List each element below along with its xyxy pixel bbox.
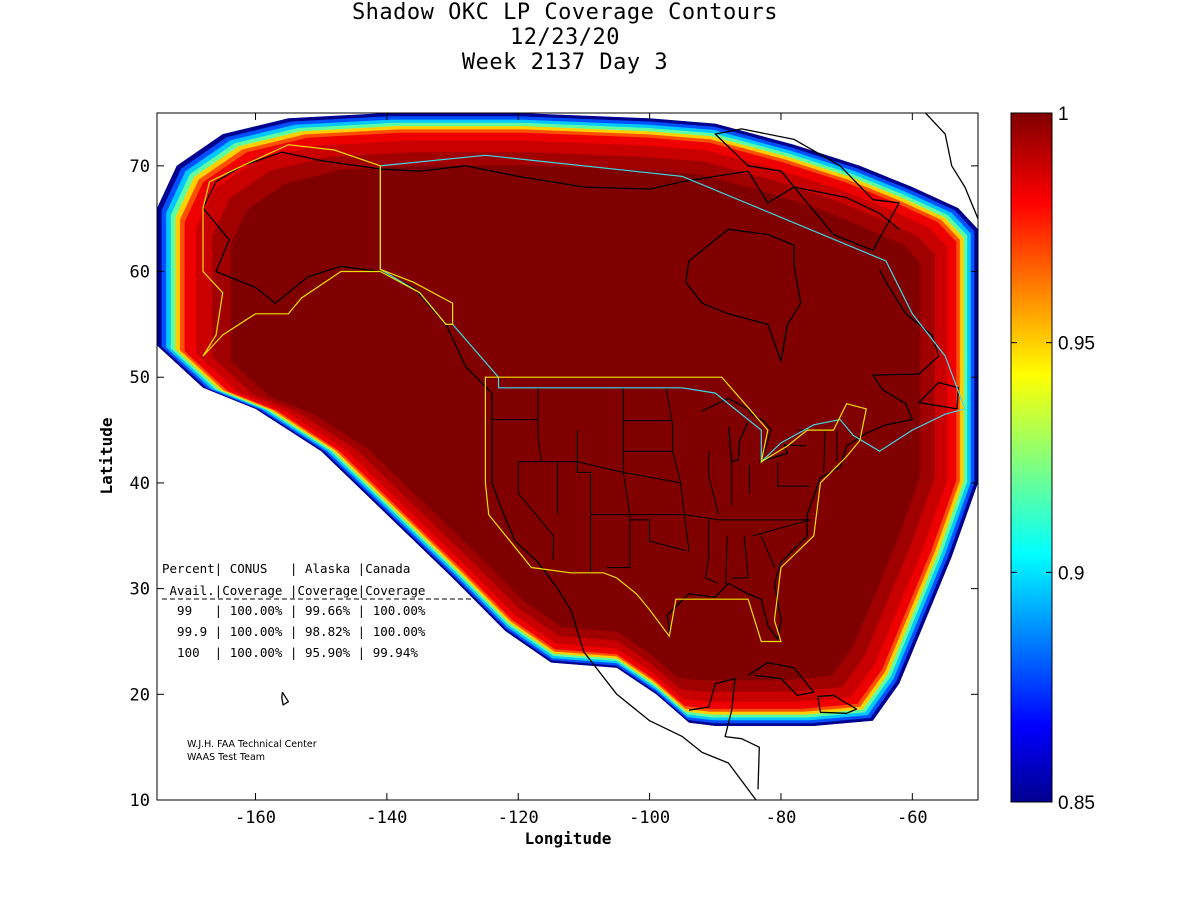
x-tick-label: -100 xyxy=(629,808,670,828)
coast-hudson-bay xyxy=(685,228,802,363)
coastlines xyxy=(202,113,978,800)
x-tick-label: -120 xyxy=(498,808,539,828)
coast-greenland xyxy=(922,113,978,221)
region-outlines xyxy=(202,144,966,643)
chart-week-day: Week 2137 Day 3 xyxy=(461,50,669,75)
x-tick-label: -160 xyxy=(235,808,276,828)
x-tick-label: -60 xyxy=(897,808,928,828)
coast-hispaniola xyxy=(817,694,858,714)
state-boundary-10 xyxy=(708,451,720,515)
y-tick-label: 70 xyxy=(130,157,150,177)
coast-newfoundland xyxy=(918,381,959,410)
credit-line-2: WAAS Test Team xyxy=(187,752,265,763)
table-row-100: 100 | 100.00% | 95.90% | 99.94% xyxy=(162,645,418,660)
state-boundary-19 xyxy=(517,461,555,561)
state-boundary-15 xyxy=(725,535,728,585)
coast-great-lakes xyxy=(701,397,806,463)
table-row-99-9: 99.9 | 100.00% | 98.82% | 100.00% xyxy=(162,624,426,639)
colorbar: 0.85 0.9 0.95 1 xyxy=(1010,104,1095,814)
state-boundary-2 xyxy=(537,387,542,462)
x-axis-label: Longitude xyxy=(525,829,612,848)
chart-date: 12/23/20 xyxy=(510,25,620,50)
table-header-2: Avail.|Coverage |Coverage|Coverage xyxy=(162,583,425,598)
coverage-band-9 xyxy=(230,165,921,681)
plot-frame xyxy=(156,112,979,801)
table-header-1: Percent| CONUS | Alaska |Canada xyxy=(162,561,410,576)
x-axis: -160 -140 -120 -100 -80 -60 xyxy=(235,113,928,828)
y-tick-label: 30 xyxy=(130,580,150,600)
y-tick-label: 50 xyxy=(130,368,150,388)
state-boundary-1 xyxy=(518,461,681,484)
alaska-outline xyxy=(202,144,454,357)
state-boundary-5 xyxy=(665,387,674,452)
y-tick-label: 40 xyxy=(130,474,150,494)
credit-line-1: W.J.H. FAA Technical Center xyxy=(187,739,317,750)
state-boundary-9 xyxy=(629,519,686,552)
colorbar-ticks: 0.85 0.9 0.95 1 xyxy=(1011,104,1095,814)
coverage-table: Percent| CONUS | Alaska |Canada Avail.|C… xyxy=(162,561,476,660)
state-boundary-3 xyxy=(576,430,591,573)
state-boundary-18 xyxy=(752,519,811,537)
state-boundary-16 xyxy=(731,535,749,579)
coast-lake-michigan xyxy=(728,421,749,463)
coast-hawaii xyxy=(281,691,290,706)
title-block: Shadow OKC LP Coverage Contours 12/23/20… xyxy=(0,0,1130,75)
colorbar-tick-label: 1 xyxy=(1058,104,1069,125)
colorbar-tick-label: 0.9 xyxy=(1058,563,1084,584)
x-tick-label: -140 xyxy=(366,808,407,828)
state-boundary-14 xyxy=(704,519,719,584)
state-boundary-17 xyxy=(760,535,775,568)
coast-gulf-east xyxy=(666,269,940,640)
plot-area xyxy=(157,113,978,800)
chart-title: Shadow OKC LP Coverage Contours xyxy=(351,0,779,25)
coast-cuba xyxy=(747,661,815,697)
conus-outline xyxy=(484,376,868,643)
x-tick-label: -80 xyxy=(766,808,797,828)
colorbar-tick-label: 0.85 xyxy=(1058,793,1095,814)
state-boundary-13 xyxy=(777,461,810,487)
y-axis-label: Latitude xyxy=(97,417,116,494)
coast-north-america-west xyxy=(202,207,757,800)
state-boundary-8 xyxy=(590,514,811,521)
y-axis: 10 20 30 40 50 60 70 xyxy=(130,157,978,811)
coast-baffin xyxy=(714,128,900,252)
y-tick-label: 20 xyxy=(130,685,150,705)
table-row-99: 99 | 100.00% | 99.66% | 100.00% xyxy=(162,603,426,618)
coast-yucatan xyxy=(688,677,760,790)
y-tick-label: 10 xyxy=(130,791,150,811)
credit-note: W.J.H. FAA Technical Center WAAS Test Te… xyxy=(187,739,317,763)
colorbar-bar xyxy=(1010,112,1053,803)
state-boundary-7 xyxy=(623,450,690,552)
y-tick-label: 60 xyxy=(130,263,150,283)
colorbar-tick-label: 0.95 xyxy=(1058,334,1095,355)
